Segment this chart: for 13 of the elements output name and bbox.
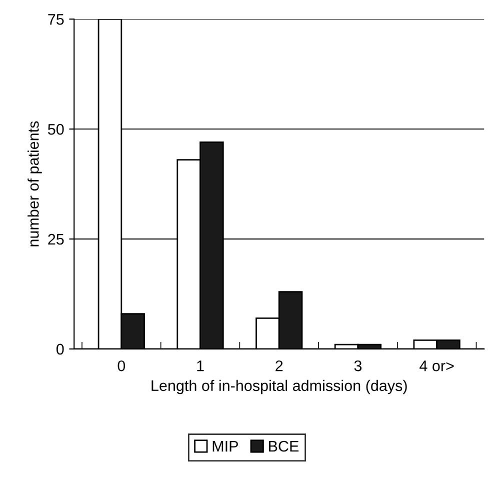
y-tick-label: 50 <box>48 124 64 135</box>
x-tick-label: 0 <box>118 360 126 372</box>
legend-label: BCE <box>269 440 299 452</box>
x-tick-label: 4 or> <box>420 360 454 372</box>
legend-label: MIP <box>212 441 238 452</box>
y-tick-label: 0 <box>56 344 64 355</box>
y-tick-label: 25 <box>48 234 64 245</box>
y-axis-title: number of patients <box>28 121 42 246</box>
x-tick-label: 2 <box>276 360 283 372</box>
y-tick-label: 75 <box>48 14 64 25</box>
x-tick-label: 3 <box>354 360 362 372</box>
x-axis-title: Length of in-hospital admission (days) <box>152 380 407 394</box>
x-tick-label: 1 <box>197 360 204 372</box>
